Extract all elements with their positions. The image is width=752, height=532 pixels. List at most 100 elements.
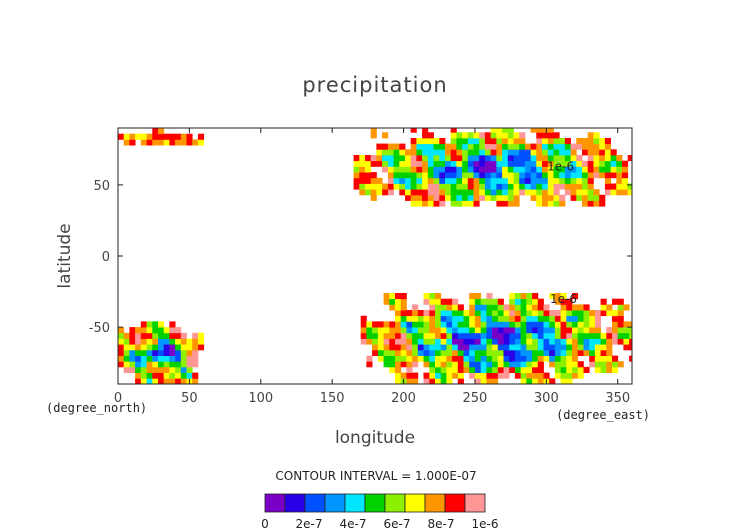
contour-cell xyxy=(572,304,579,311)
contour-cell xyxy=(393,177,400,184)
contour-cell xyxy=(479,194,486,201)
contour-cell xyxy=(594,349,601,356)
contour-cell xyxy=(400,293,407,300)
contour-cell xyxy=(473,166,480,173)
contour-cell xyxy=(467,132,474,139)
contour-cell xyxy=(366,355,373,362)
contour-cell xyxy=(543,321,550,328)
contour-cell xyxy=(175,361,182,368)
contour-cell xyxy=(606,344,613,351)
contour-cell xyxy=(543,338,550,345)
contour-cell xyxy=(553,177,560,184)
contour-cell xyxy=(163,366,170,373)
contour-cell xyxy=(152,361,159,368)
contour-cell xyxy=(490,138,497,145)
contour-cell xyxy=(507,128,514,133)
contour-cell xyxy=(623,344,630,351)
contour-cell xyxy=(490,160,497,167)
contour-cell xyxy=(406,310,413,317)
contour-cell xyxy=(589,315,596,322)
contour-cell xyxy=(382,143,389,150)
contour-cell xyxy=(509,366,516,373)
contour-cell xyxy=(140,355,147,362)
contour-cell xyxy=(406,378,413,385)
contour-cell xyxy=(593,155,600,162)
contour-cell xyxy=(353,166,360,173)
contour-cell xyxy=(457,327,464,334)
contour-cell xyxy=(353,155,360,162)
contour-cell xyxy=(467,177,474,184)
contour-cell xyxy=(456,166,463,173)
contour-cell xyxy=(497,366,504,373)
contour-cell xyxy=(480,361,487,368)
contour-cell xyxy=(496,143,503,150)
contour-cell xyxy=(395,378,402,385)
contour-cell xyxy=(445,177,452,184)
contour-cell xyxy=(616,172,623,179)
contour-cell xyxy=(503,310,510,317)
contour-cell xyxy=(446,361,453,368)
contour-cell xyxy=(577,332,584,339)
contour-cell xyxy=(627,189,633,196)
contour-cell xyxy=(123,139,130,146)
colorbar-swatch xyxy=(384,493,406,513)
contour-cell xyxy=(617,310,624,317)
contour-cell xyxy=(554,355,561,362)
contour-cell xyxy=(446,366,453,373)
contour-cell xyxy=(559,166,566,173)
contour-cell xyxy=(589,361,596,368)
contour-cell xyxy=(480,310,487,317)
contour-cell xyxy=(474,338,481,345)
contour-cell xyxy=(600,361,607,368)
contour-cell xyxy=(520,372,527,379)
contour-cell xyxy=(399,143,406,150)
contour-cell xyxy=(519,189,526,196)
contour-cell xyxy=(572,349,579,356)
contour-cell xyxy=(435,355,442,362)
contour-cell xyxy=(492,372,499,379)
contour-cell xyxy=(353,172,360,179)
contour-cell xyxy=(526,349,533,356)
contour-cell xyxy=(433,155,440,162)
contour-cell xyxy=(393,166,400,173)
contour-cell xyxy=(382,160,389,167)
contour-cell xyxy=(198,332,205,339)
contour-cell xyxy=(405,183,412,190)
contour-cell xyxy=(532,338,539,345)
contour-cell xyxy=(554,321,561,328)
contour-cell xyxy=(383,298,390,305)
contour-cell xyxy=(439,143,446,150)
contour-cell xyxy=(417,315,424,322)
contour-cell xyxy=(433,194,440,201)
contour-cell xyxy=(387,166,394,173)
contour-cell xyxy=(400,310,407,317)
contour-cell xyxy=(175,338,182,345)
contour-cell xyxy=(490,189,497,196)
contour-cell xyxy=(377,338,384,345)
contour-cell xyxy=(389,355,396,362)
contour-cell xyxy=(490,143,497,150)
contour-cell xyxy=(622,172,629,179)
contour-cell xyxy=(520,298,527,305)
contour-cell xyxy=(589,332,596,339)
contour-cell xyxy=(526,315,533,322)
contour-cell xyxy=(410,183,417,190)
contour-cell xyxy=(389,338,396,345)
contour-cell xyxy=(576,189,583,196)
contour-cell xyxy=(526,327,533,334)
contour-cell xyxy=(492,310,499,317)
contour-cell xyxy=(366,321,373,328)
contour-cell xyxy=(192,344,199,351)
contour-cell xyxy=(547,132,554,139)
contour-cell xyxy=(440,310,447,317)
contour-cell xyxy=(502,194,509,201)
contour-cell xyxy=(446,349,453,356)
contour-cell xyxy=(583,327,590,334)
contour-cell xyxy=(576,172,583,179)
contour-cell xyxy=(582,189,589,196)
contour-cell xyxy=(514,332,521,339)
contour-cell xyxy=(593,166,600,173)
contour-cell xyxy=(582,200,589,207)
contour-cell xyxy=(376,183,383,190)
contour-cell xyxy=(566,338,573,345)
